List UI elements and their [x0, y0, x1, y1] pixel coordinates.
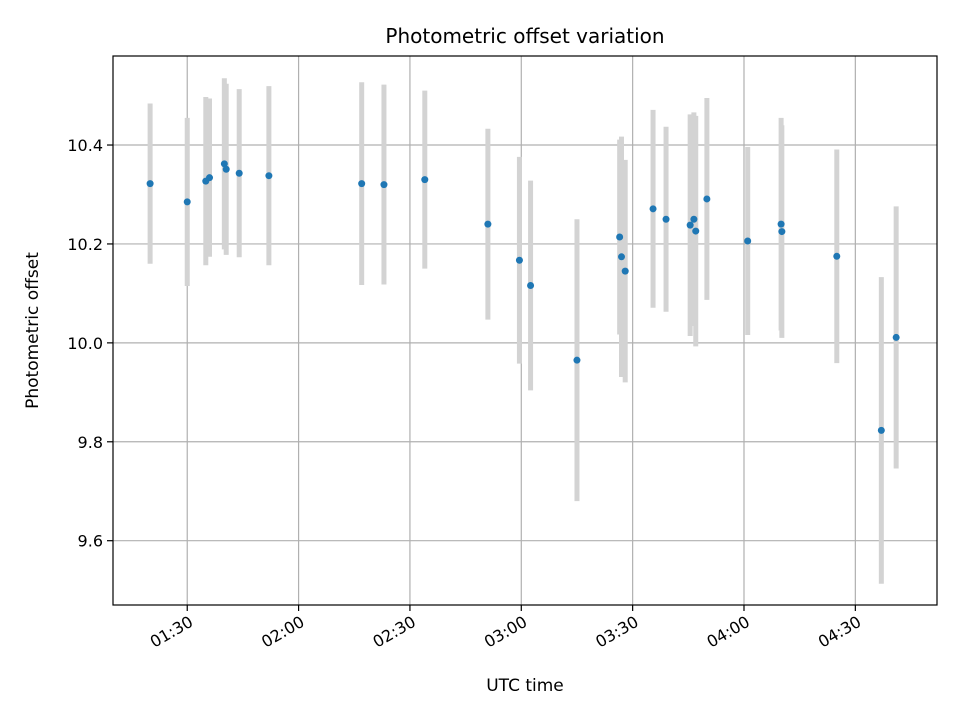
data-point [892, 333, 900, 341]
data-point [616, 233, 624, 241]
data-point [206, 174, 214, 182]
chart-title: Photometric offset variation [385, 24, 664, 48]
y-tick-label: 9.8 [78, 433, 103, 452]
x-tick-label: 02:00 [258, 612, 307, 652]
data-point [778, 228, 786, 236]
y-tick-label: 10.0 [67, 334, 103, 353]
data-point [380, 181, 388, 189]
plot-frame [112, 55, 938, 606]
x-tick-label: 01:30 [147, 612, 196, 652]
data-point [690, 215, 698, 223]
data-point [686, 221, 694, 229]
grid-lines [113, 56, 937, 605]
data-point [573, 356, 581, 364]
data-point [515, 256, 523, 264]
data-point [222, 165, 230, 173]
data-point [421, 176, 429, 184]
x-axis-label: UTC time [486, 676, 564, 696]
data-points [146, 160, 900, 434]
data-point [744, 237, 752, 245]
data-point [146, 180, 154, 188]
y-tick-label: 10.2 [67, 235, 103, 254]
data-point [877, 426, 885, 434]
data-point [621, 267, 629, 275]
data-point [618, 253, 626, 261]
y-axis-label: Photometric offset [23, 252, 43, 409]
data-point [484, 220, 492, 228]
data-point [265, 172, 273, 180]
data-point [183, 198, 191, 206]
data-point [833, 252, 841, 260]
y-tick-label: 9.6 [78, 532, 103, 551]
data-point [220, 160, 228, 168]
data-point [649, 205, 657, 213]
y-tick-label: 10.4 [67, 136, 103, 155]
x-tick-label: 03:00 [481, 612, 530, 652]
data-point [235, 169, 243, 177]
data-point [358, 180, 366, 188]
data-point [662, 215, 670, 223]
x-tick-label: 04:30 [815, 612, 864, 652]
x-tick-label: 04:00 [704, 612, 753, 652]
x-tick-label: 02:30 [370, 612, 419, 652]
data-point [527, 281, 535, 289]
error-bars [147, 78, 899, 584]
data-point [703, 195, 711, 203]
x-tick-label: 03:30 [592, 612, 641, 652]
data-point [777, 220, 785, 228]
data-point [692, 227, 700, 235]
